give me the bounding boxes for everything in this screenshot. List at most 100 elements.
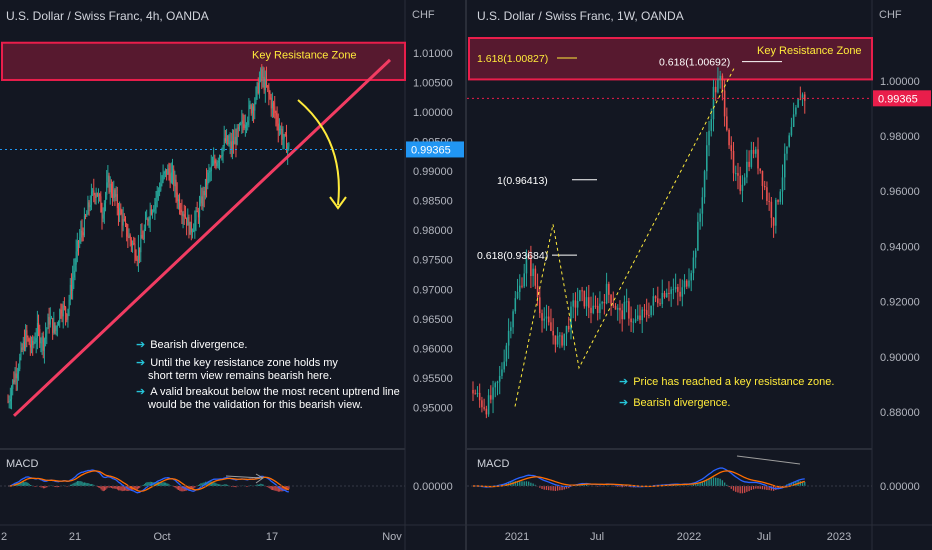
candle-body — [41, 336, 43, 343]
candle-body — [149, 209, 151, 220]
candle-body — [26, 330, 28, 338]
macd-histogram-bar — [256, 484, 258, 486]
macd-histogram-bar — [287, 486, 289, 490]
macd-histogram-bar — [274, 486, 276, 491]
candle-body — [29, 344, 31, 348]
candle-body — [545, 316, 548, 319]
macd-histogram-bar — [103, 486, 105, 491]
candle-body — [654, 296, 657, 299]
macd-histogram-bar — [19, 482, 21, 486]
candle-body — [11, 388, 13, 400]
candle-body — [219, 155, 221, 162]
macd-histogram-bar — [79, 481, 81, 486]
macd-histogram-bar — [737, 486, 739, 493]
macd-histogram-bar — [543, 486, 545, 490]
candle-body — [574, 300, 577, 308]
candle-body — [563, 333, 566, 346]
macd-histogram-bar — [112, 486, 114, 489]
candle-body — [730, 145, 733, 151]
candle-body — [567, 325, 570, 330]
candle-body — [641, 309, 644, 321]
macd-histogram-bar — [516, 480, 519, 486]
macd-histogram-bar — [262, 484, 264, 486]
y-tick-label: 0.95500 — [413, 373, 453, 385]
y-tick-label: 0.97000 — [413, 284, 453, 296]
candle-body — [190, 221, 192, 233]
candle-body — [180, 209, 182, 213]
macd-histogram-bar — [82, 482, 84, 486]
candle-body — [220, 155, 222, 157]
macd-histogram-bar — [710, 478, 712, 486]
candle-body — [757, 149, 759, 169]
macd-histogram-bar — [114, 486, 116, 489]
candle-body — [503, 361, 505, 370]
left-note-3: ➔ A valid breakout below the most recent … — [136, 386, 400, 411]
candle-body — [251, 106, 253, 114]
y-tick-label: 0.98000 — [413, 225, 453, 237]
candle-body — [241, 120, 243, 124]
candle-body — [112, 193, 114, 198]
candle-body — [81, 230, 83, 233]
candle-body — [592, 305, 595, 313]
candle-body — [234, 136, 236, 145]
macd-histogram-bar — [168, 484, 170, 486]
macd-histogram-bar — [583, 484, 586, 486]
x-tick-label: Nov — [382, 531, 402, 543]
candle-body — [106, 182, 108, 195]
candle-body — [12, 380, 14, 389]
x-tick-label: Jul — [757, 531, 771, 543]
candle-body — [80, 230, 82, 238]
macd-histogram-bar — [66, 486, 68, 487]
macd-histogram-bar — [235, 486, 237, 488]
candle-body — [532, 268, 534, 277]
macd-histogram-bar — [741, 486, 744, 494]
candle-body — [237, 127, 239, 129]
candle-body — [552, 330, 554, 336]
macd-histogram-bar — [521, 481, 523, 486]
y-tick-label: 0.88000 — [880, 407, 920, 419]
macd-histogram-bar — [17, 483, 19, 486]
macd-histogram-bar — [792, 481, 795, 486]
candle-body — [60, 309, 62, 314]
candle-body — [47, 317, 49, 329]
candle-body — [286, 135, 288, 153]
right-macd-label: MACD — [477, 458, 510, 470]
macd-histogram-bar — [273, 486, 275, 491]
right-chart-title: U.S. Dollar / Swiss Franc, 1W, OANDA — [477, 9, 684, 23]
candle-body — [194, 219, 196, 230]
left-chart-canvas[interactable]: Key Resistance Zone 1.01000 1.00500 1.00000… — [0, 0, 465, 550]
right-chart-panel[interactable]: Key Resistance Zone 1.00000 0.98000 0.96000… — [467, 0, 932, 550]
candle-body — [125, 220, 127, 224]
macd-histogram-bar — [764, 486, 766, 490]
fib-level-label: 0.618(1.00692) — [659, 57, 730, 69]
candle-body — [28, 338, 30, 345]
candle-body — [226, 135, 228, 142]
left-note-2: ➔ Until the key resistance zone holds my s… — [136, 357, 338, 382]
candle-body — [46, 328, 48, 334]
macd-histogram-bar — [69, 484, 71, 486]
macd-histogram-bar — [541, 486, 543, 489]
macd-histogram-bar — [146, 482, 148, 486]
candle-body — [126, 223, 128, 237]
candle-body — [668, 292, 670, 294]
macd-histogram-bar — [40, 486, 42, 488]
macd-histogram-bar — [226, 484, 228, 486]
candle-body — [87, 202, 89, 215]
macd-histogram-bar — [743, 486, 746, 493]
candle-body — [683, 280, 686, 288]
left-chart-panel[interactable]: Key Resistance Zone 1.01000 1.00500 1.00000… — [0, 0, 465, 550]
macd-histogram-bar — [21, 481, 23, 486]
candle-body — [204, 178, 206, 196]
candle-body — [102, 214, 104, 219]
arrow-bullet-icon: ➔ — [619, 397, 629, 409]
candle-body — [723, 90, 726, 117]
x-tick-label: 2022 — [677, 531, 701, 543]
candle-body — [648, 314, 650, 316]
macd-histogram-bar — [539, 486, 541, 488]
candle-body — [748, 161, 750, 167]
candle-body — [62, 305, 64, 317]
macd-histogram-bar — [167, 483, 169, 486]
candle-body — [138, 247, 140, 261]
right-chart-canvas[interactable]: Key Resistance Zone 1.00000 0.98000 0.96000… — [467, 0, 932, 550]
candle-body — [523, 273, 525, 287]
